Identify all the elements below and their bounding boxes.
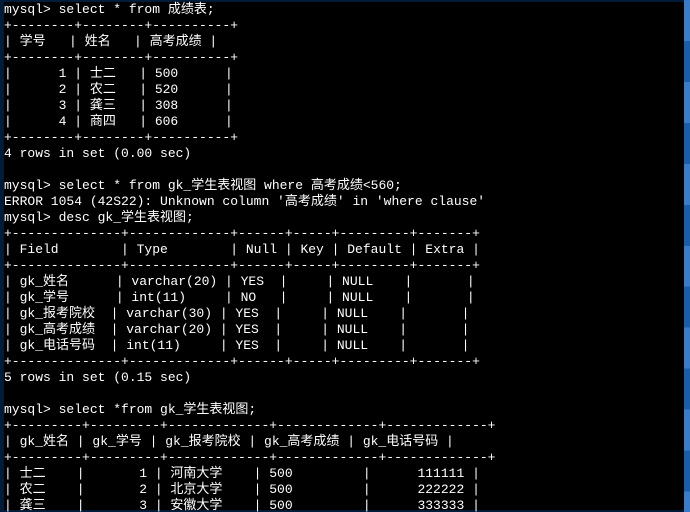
table-border: +--------+--------+----------+ <box>4 50 238 65</box>
table-row: | gk_报考院校 | varchar(30) | YES | | NULL |… <box>4 306 469 321</box>
table-header: | 学号 | 姓名 | 高考成绩 | <box>4 34 217 49</box>
mysql-terminal[interactable]: mysql> select * from 成绩表; +--------+----… <box>4 2 684 510</box>
table-border: +---------+---------+-------------+-----… <box>4 450 495 465</box>
screenshot-frame: mysql> select * from 成绩表; +--------+----… <box>0 0 690 512</box>
table-row: | gk_电话号码 | int(11) | YES | | NULL | | <box>4 338 469 353</box>
table-row: | 3 | 龚三 | 308 | <box>4 98 233 113</box>
table-border: +--------+--------+----------+ <box>4 18 238 33</box>
prompt-line: mysql> select * from 成绩表; <box>4 2 215 17</box>
table-header: | gk_姓名 | gk_学号 | gk_报考院校 | gk_高考成绩 | gk… <box>4 434 454 449</box>
table-row: | 2 | 农二 | 520 | <box>4 82 233 97</box>
table-row: | gk_姓名 | varchar(20) | YES | | NULL | | <box>4 274 475 289</box>
table-border: +--------+--------+----------+ <box>4 130 238 145</box>
table-row: | 龚三 | 3 | 安徽大学 | 500 | 333333 | <box>4 498 480 512</box>
table-header: | Field | Type | Null | Key | Default | … <box>4 242 480 257</box>
table-border: +--------------+-------------+------+---… <box>4 258 480 273</box>
table-row: | 农二 | 2 | 北京大学 | 500 | 222222 | <box>4 482 480 497</box>
table-border: +---------+---------+-------------+-----… <box>4 418 495 433</box>
table-border: +--------------+-------------+------+---… <box>4 226 480 241</box>
table-row: | gk_学号 | int(11) | NO | | NULL | | <box>4 290 475 305</box>
status-line: 4 rows in set (0.00 sec) <box>4 146 191 161</box>
table-row: | 1 | 士二 | 500 | <box>4 66 233 81</box>
table-row: | 士二 | 1 | 河南大学 | 500 | 111111 | <box>4 466 480 481</box>
table-border: +--------------+-------------+------+---… <box>4 354 480 369</box>
right-decorative-stripe <box>684 0 690 512</box>
prompt-line: mysql> select * from gk_学生表视图 where 高考成绩… <box>4 178 402 193</box>
table-row: | 4 | 商四 | 606 | <box>4 114 233 129</box>
table-row: | gk_高考成绩 | varchar(20) | YES | | NULL |… <box>4 322 469 337</box>
status-line: 5 rows in set (0.15 sec) <box>4 370 191 385</box>
prompt-line: mysql> desc gk_学生表视图; <box>4 210 194 225</box>
prompt-line: mysql> select *from gk_学生表视图; <box>4 402 256 417</box>
error-line: ERROR 1054 (42S22): Unknown column '高考成绩… <box>4 194 485 209</box>
